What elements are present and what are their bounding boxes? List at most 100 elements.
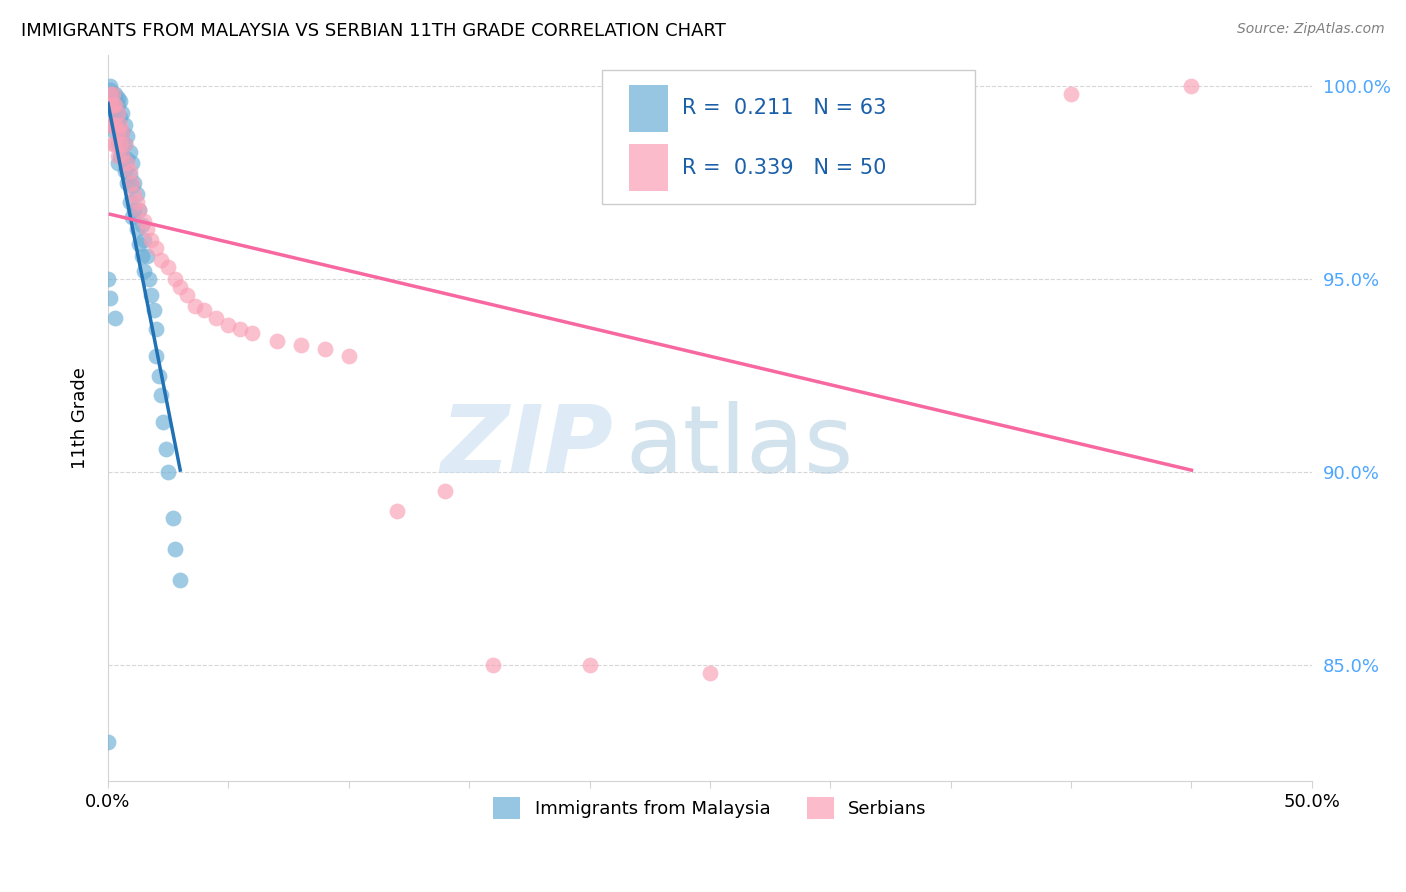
Point [121, 179, 143, 194]
Point [145, 349, 167, 363]
Point [117, 153, 139, 167]
Point [118, 145, 141, 159]
Point [145, 322, 167, 336]
Point [125, 187, 148, 202]
Point [124, 176, 146, 190]
Point [101, 98, 124, 112]
Point [108, 136, 131, 151]
Point [111, 106, 134, 120]
Point [142, 302, 165, 317]
Point [337, 349, 360, 363]
Point [118, 164, 141, 178]
Point [117, 156, 139, 170]
Point [176, 287, 198, 301]
Point [157, 260, 180, 275]
Point [135, 222, 157, 236]
Point [101, 90, 124, 104]
Point [104, 98, 127, 112]
Point [121, 176, 143, 190]
Point [131, 249, 153, 263]
Point [108, 129, 131, 144]
Point [699, 665, 721, 680]
Point [101, 87, 124, 101]
Point [162, 511, 184, 525]
Point [125, 222, 148, 236]
Point [165, 272, 187, 286]
Point [121, 211, 143, 225]
Point [149, 388, 172, 402]
Point [104, 106, 127, 120]
Point [100, 292, 122, 306]
Point [385, 504, 408, 518]
Point [114, 136, 136, 151]
Point [100, 87, 122, 101]
Point [108, 110, 131, 124]
Point [104, 310, 127, 325]
Point [117, 129, 139, 144]
Point [314, 342, 336, 356]
Point [107, 98, 129, 112]
Point [217, 318, 239, 333]
Point [141, 287, 163, 301]
Point [114, 118, 136, 132]
Point [242, 326, 264, 340]
Text: R =  0.339   N = 50: R = 0.339 N = 50 [682, 158, 887, 178]
Point [111, 125, 134, 139]
Point [101, 118, 124, 132]
Bar [630, 85, 668, 132]
Point [114, 164, 136, 178]
Text: R =  0.211   N = 63: R = 0.211 N = 63 [682, 98, 887, 118]
Point [145, 241, 167, 255]
Point [111, 125, 134, 139]
Point [101, 118, 124, 132]
Point [100, 98, 122, 112]
Point [117, 176, 139, 190]
Point [107, 118, 129, 132]
Point [141, 234, 163, 248]
Point [1060, 87, 1083, 101]
Point [578, 658, 600, 673]
Point [132, 214, 155, 228]
Point [152, 415, 174, 429]
Point [118, 168, 141, 182]
Point [124, 202, 146, 217]
Point [157, 465, 180, 479]
Point [135, 249, 157, 263]
Point [107, 156, 129, 170]
Point [183, 299, 205, 313]
Point [169, 280, 191, 294]
Point [111, 148, 134, 162]
Point [124, 187, 146, 202]
Point [118, 194, 141, 209]
Point [138, 272, 160, 286]
Point [1180, 78, 1202, 93]
Point [132, 234, 155, 248]
Point [107, 106, 129, 120]
Point [121, 156, 143, 170]
Point [169, 573, 191, 587]
Point [108, 148, 131, 162]
Point [104, 95, 127, 109]
Text: Source: ZipAtlas.com: Source: ZipAtlas.com [1237, 22, 1385, 37]
Bar [630, 144, 668, 191]
Point [434, 484, 457, 499]
Point [101, 87, 124, 101]
Y-axis label: 11th Grade: 11th Grade [72, 368, 89, 469]
Point [107, 148, 129, 162]
Text: ZIP: ZIP [440, 401, 613, 493]
Point [132, 264, 155, 278]
Point [104, 87, 127, 101]
Point [101, 136, 124, 151]
Point [108, 118, 131, 132]
Point [107, 136, 129, 151]
Point [266, 334, 288, 348]
Point [111, 148, 134, 162]
Point [205, 310, 228, 325]
Point [155, 442, 177, 456]
Point [100, 118, 122, 132]
Point [104, 118, 127, 132]
Point [104, 125, 127, 139]
Point [128, 237, 150, 252]
Point [125, 194, 148, 209]
Legend: Immigrants from Malaysia, Serbians: Immigrants from Malaysia, Serbians [486, 790, 934, 826]
